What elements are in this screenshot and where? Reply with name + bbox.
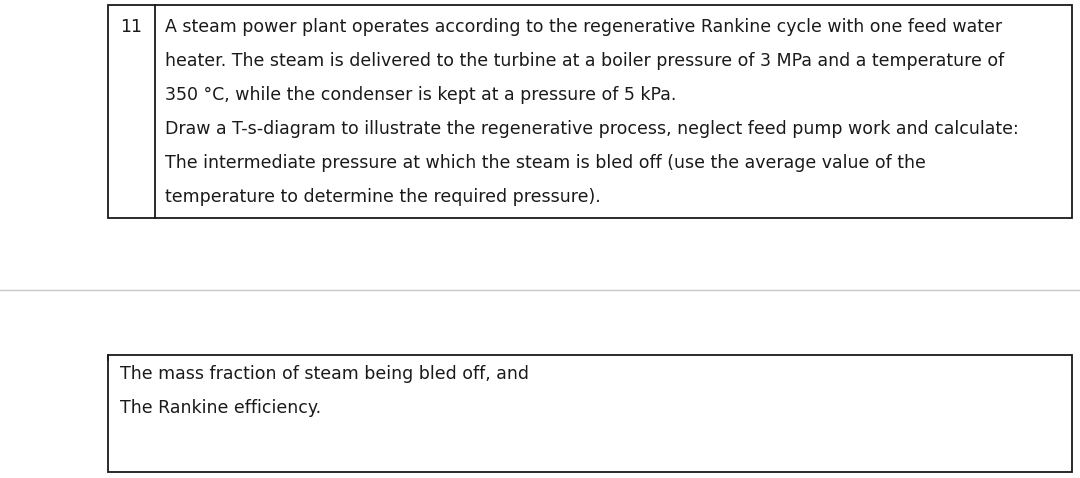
Text: A steam power plant operates according to the regenerative Rankine cycle with on: A steam power plant operates according t… [165,18,1002,36]
Text: The Rankine efficiency.: The Rankine efficiency. [120,399,321,417]
Bar [108,355,1072,472]
Text: Draw a T-s-diagram to illustrate the regenerative process, neglect feed pump wor: Draw a T-s-diagram to illustrate the reg… [165,120,1018,138]
Text: temperature to determine the required pressure).: temperature to determine the required pr… [165,188,600,206]
Text: heater. The steam is delivered to the turbine at a boiler pressure of 3 MPa and : heater. The steam is delivered to the tu… [165,52,1004,70]
Text: 350 °C, while the condenser is kept at a pressure of 5 kPa.: 350 °C, while the condenser is kept at a… [165,86,676,104]
Text: The intermediate pressure at which the steam is bled off (use the average value : The intermediate pressure at which the s… [165,154,926,172]
Bar [108,5,1072,218]
Text: The mass fraction of steam being bled off, and: The mass fraction of steam being bled of… [120,365,529,383]
Text: 11: 11 [120,18,141,36]
